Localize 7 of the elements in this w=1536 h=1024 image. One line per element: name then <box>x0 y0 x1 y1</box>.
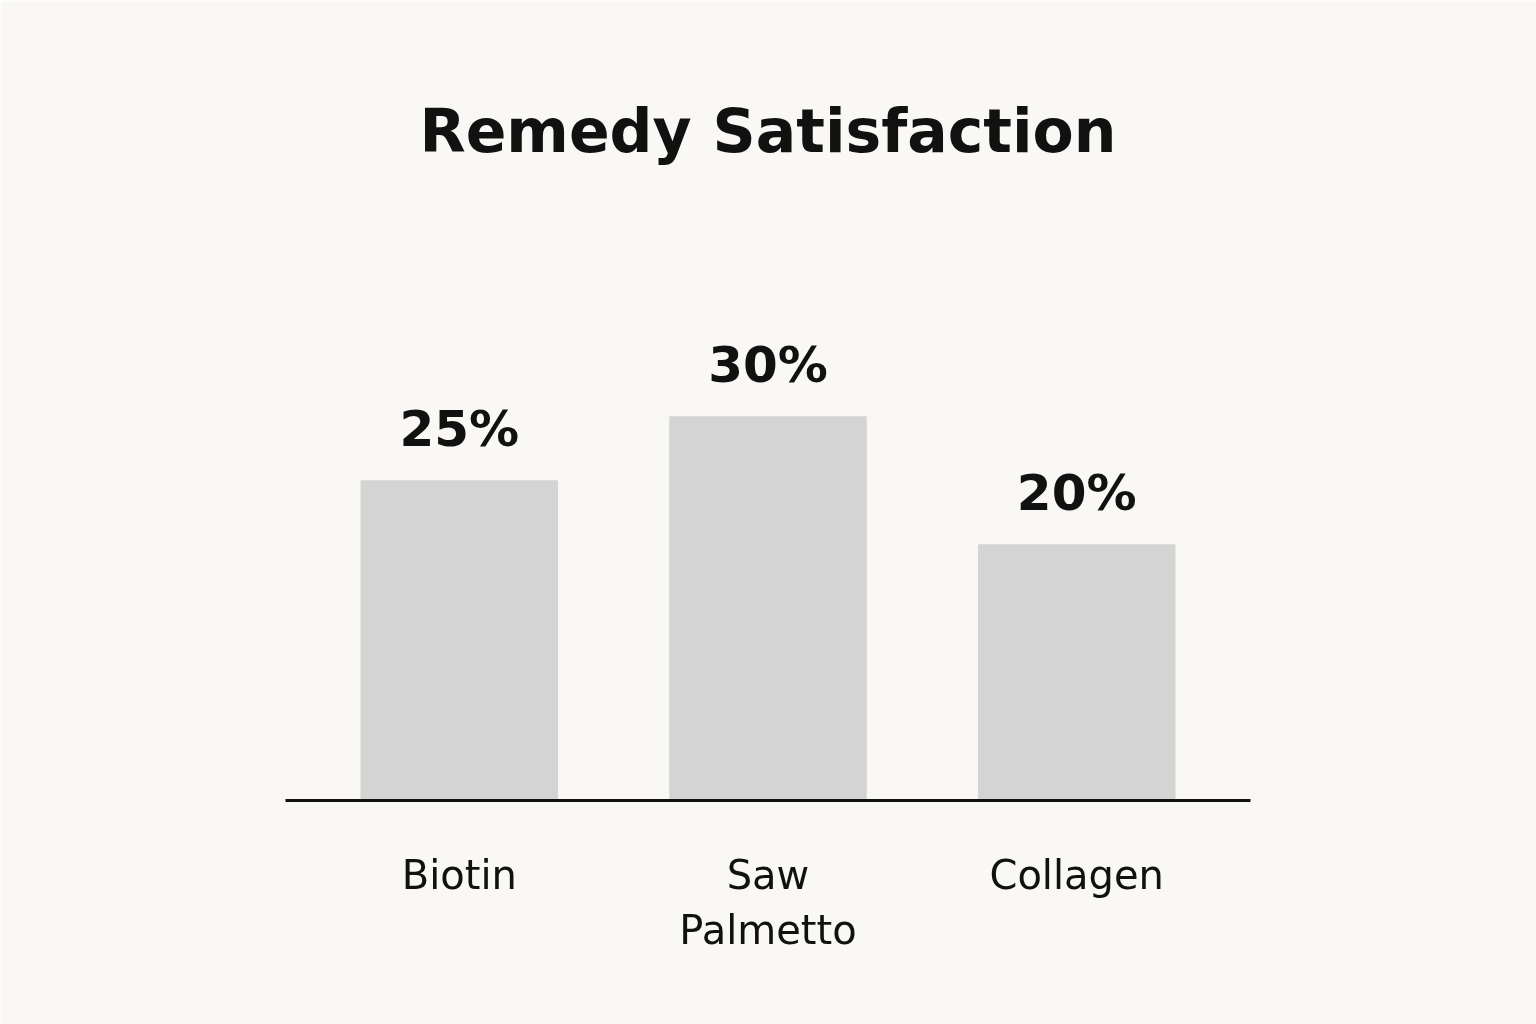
x-tick-label: Collagen <box>989 851 1164 898</box>
x-tick-label: Biotin <box>401 851 517 898</box>
data-label: 30% <box>708 336 828 395</box>
data-label: 25% <box>399 400 520 459</box>
chart-title: Remedy Satisfaction <box>419 95 1117 166</box>
x-tick-label: Saw Palmetto <box>679 851 857 953</box>
data-label: 20% <box>1016 464 1137 523</box>
